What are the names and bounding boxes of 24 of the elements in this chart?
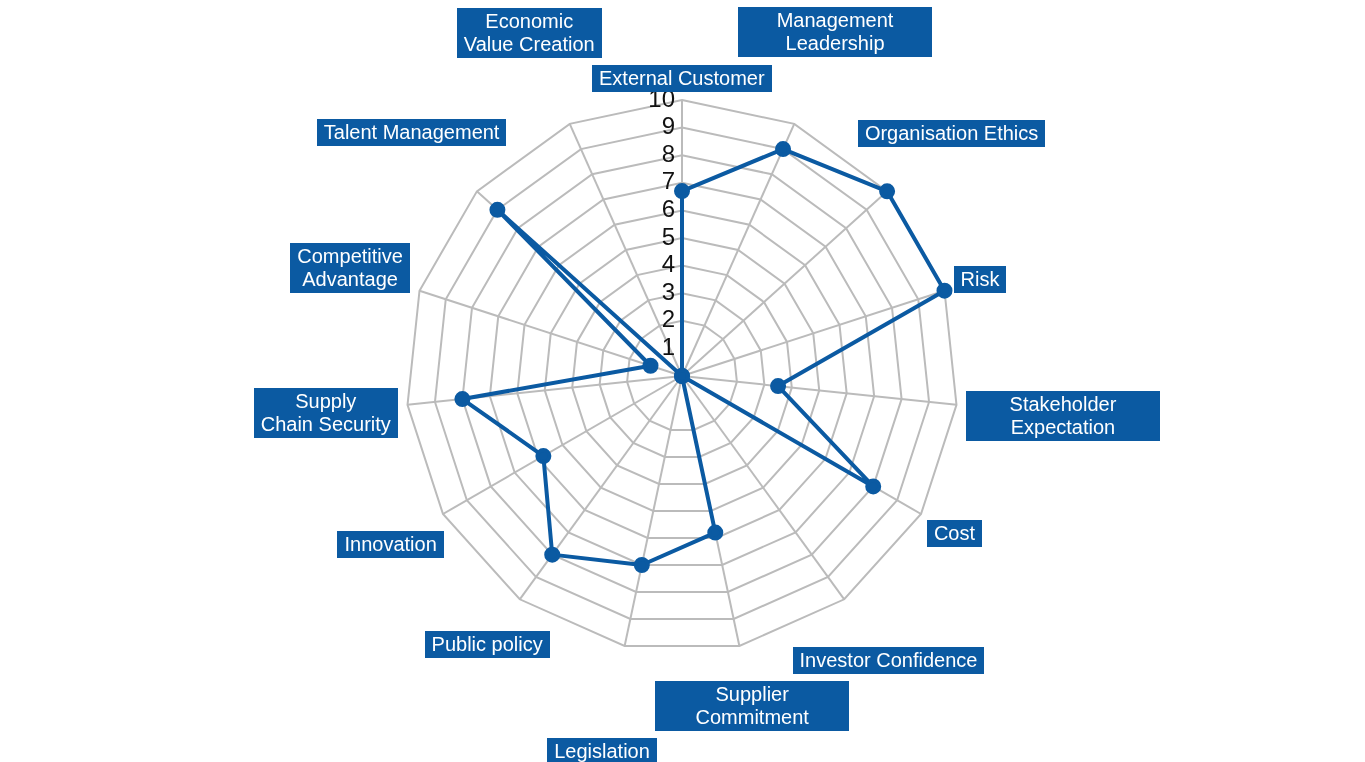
spoke-label: Risk <box>953 265 1007 293</box>
y-tick-label: 2 <box>661 305 675 333</box>
y-tick-label: 6 <box>661 195 675 223</box>
spoke-label: Supply Chain Security <box>253 388 398 439</box>
spoke-label: Legislation <box>547 737 657 762</box>
spoke-label: Competitive Advantage <box>290 243 410 294</box>
y-tick-label: 3 <box>661 277 675 305</box>
spoke-label: Investor Confidence <box>792 646 985 674</box>
spoke-label: Management Leadership <box>738 7 933 58</box>
y-tick-label: 9 <box>661 112 675 140</box>
y-tick-label: 1 <box>661 333 675 361</box>
y-tick-label: 4 <box>661 250 675 278</box>
y-tick-label: 8 <box>661 139 675 167</box>
spoke-label: Innovation <box>337 530 444 558</box>
spoke-label: Talent Management <box>316 119 507 147</box>
y-tick-label: 7 <box>661 167 675 195</box>
y-tick-label: 5 <box>661 222 675 250</box>
spoke-label: Organisation Ethics <box>857 119 1046 147</box>
spoke-label: Economic Value Creation <box>456 8 602 59</box>
spoke-label: Stakeholder Expectation <box>965 391 1160 442</box>
spoke-label: Cost <box>926 519 983 547</box>
spoke-label: External Customer <box>592 65 772 92</box>
spoke-label: Supplier Commitment <box>655 681 850 732</box>
spoke-label: Public policy <box>424 630 550 658</box>
